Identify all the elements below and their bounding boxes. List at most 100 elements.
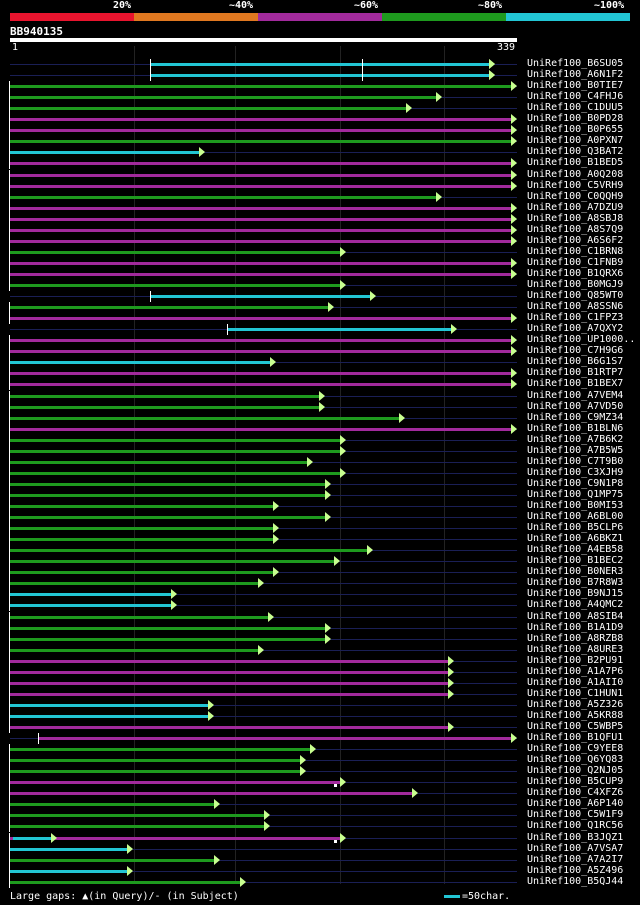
hit-row[interactable]: UniRef100_A7VEM4 bbox=[0, 389, 640, 402]
hit-label[interactable]: UniRef100_A7QXY2 bbox=[527, 323, 624, 335]
hit-segment[interactable] bbox=[10, 858, 214, 862]
hit-segment[interactable] bbox=[10, 781, 340, 785]
hit-row[interactable]: UniRef100_C1FNB9 bbox=[0, 256, 640, 269]
hit-label[interactable]: UniRef100_B5CLP6 bbox=[527, 522, 624, 534]
hit-segment[interactable] bbox=[10, 692, 448, 696]
hit-label[interactable]: UniRef100_A7VEM4 bbox=[527, 389, 624, 401]
hit-row[interactable]: UniRef100_A7A2I7 bbox=[0, 854, 640, 866]
hit-label[interactable]: UniRef100_A6BKZ1 bbox=[527, 533, 624, 545]
hit-row[interactable]: UniRef100_B1BED5 bbox=[0, 157, 640, 170]
hit-segment[interactable] bbox=[10, 261, 511, 265]
hit-row[interactable]: UniRef100_A0PXN7 bbox=[0, 135, 640, 148]
hit-segment[interactable] bbox=[10, 361, 270, 365]
hit-label[interactable]: UniRef100_A5KR88 bbox=[527, 709, 624, 721]
hit-row[interactable]: UniRef100_A7B5W5 bbox=[0, 445, 640, 457]
hit-row[interactable]: UniRef100_B0TIE7 bbox=[0, 80, 640, 93]
hit-row[interactable]: UniRef100_Q1RC56 bbox=[0, 820, 640, 833]
hit-label[interactable]: UniRef100_B0MGJ9 bbox=[527, 279, 624, 290]
hit-segment[interactable] bbox=[10, 383, 511, 387]
hit-row[interactable]: UniRef100_B6SU05 bbox=[0, 58, 640, 70]
hit-segment[interactable] bbox=[10, 527, 273, 531]
hit-label[interactable]: UniRef100_B5QJ44 bbox=[527, 875, 624, 887]
hit-row[interactable]: UniRef100_C5WBP5 bbox=[0, 721, 640, 733]
hit-row[interactable]: UniRef100_Q85WT0 bbox=[0, 290, 640, 303]
hit-segment[interactable] bbox=[10, 449, 340, 453]
hit-label[interactable]: UniRef100_C5W1F9 bbox=[527, 809, 624, 821]
hit-row[interactable]: UniRef100_A6P140 bbox=[0, 798, 640, 811]
hit-row[interactable]: UniRef100_B0MGJ9 bbox=[0, 279, 640, 291]
hit-row[interactable]: UniRef100_A8SSN6 bbox=[0, 301, 640, 314]
hit-label[interactable]: UniRef100_A6P140 bbox=[527, 798, 624, 810]
hit-segment[interactable] bbox=[10, 681, 448, 685]
hit-label[interactable]: UniRef100_B1BLN6 bbox=[527, 422, 624, 434]
hit-segment[interactable] bbox=[10, 759, 300, 763]
hit-row[interactable]: UniRef100_Q6YQ83 bbox=[0, 754, 640, 767]
hit-label[interactable]: UniRef100_C1DUU5 bbox=[527, 102, 624, 114]
hit-label[interactable]: UniRef100_A7VSA7 bbox=[527, 842, 624, 854]
hit-label[interactable]: UniRef100_A0Q208 bbox=[527, 168, 624, 180]
hit-segment[interactable] bbox=[10, 184, 511, 188]
hit-label[interactable]: UniRef100_C7H9G6 bbox=[527, 345, 624, 357]
hit-segment[interactable] bbox=[10, 372, 511, 376]
hit-segment[interactable] bbox=[10, 626, 325, 630]
hit-label[interactable]: UniRef100_A8SBJ8 bbox=[527, 212, 624, 224]
hit-segment[interactable] bbox=[38, 737, 511, 741]
hit-segment[interactable] bbox=[227, 328, 451, 332]
hit-segment[interactable] bbox=[10, 339, 511, 343]
hit-row[interactable]: UniRef100_A7VSA7 bbox=[0, 842, 640, 855]
hit-segment[interactable] bbox=[10, 118, 511, 122]
hit-label[interactable]: UniRef100_B1QFU1 bbox=[527, 732, 624, 744]
hit-segment-extra[interactable] bbox=[362, 74, 489, 78]
hit-label[interactable]: UniRef100_Q6YQ83 bbox=[527, 754, 624, 766]
hit-segment[interactable] bbox=[10, 306, 328, 310]
hit-label[interactable]: UniRef100_A7VD50 bbox=[527, 400, 624, 412]
hit-label[interactable]: UniRef100_C1FNB9 bbox=[527, 256, 624, 268]
hit-row[interactable]: UniRef100_Q1MP75 bbox=[0, 488, 640, 501]
hit-row[interactable]: UniRef100_C4XFZ6 bbox=[0, 787, 640, 800]
hit-row[interactable]: UniRef100_A6S6F2 bbox=[0, 235, 640, 247]
hit-row[interactable]: UniRef100_B1QRX6 bbox=[0, 268, 640, 280]
hit-segment[interactable] bbox=[10, 405, 319, 409]
hit-label[interactable]: UniRef100_C7T9B0 bbox=[527, 455, 624, 467]
hit-segment-extra[interactable] bbox=[13, 836, 51, 840]
hit-label[interactable]: UniRef100_C9YEE8 bbox=[527, 743, 624, 755]
hit-row[interactable]: UniRef100_C1DUU5 bbox=[0, 102, 640, 115]
hit-segment[interactable] bbox=[10, 317, 511, 321]
hit-row[interactable]: UniRef100_A4QMC2 bbox=[0, 599, 640, 612]
hit-row[interactable]: UniRef100_B9NJ15 bbox=[0, 588, 640, 601]
hit-segment[interactable] bbox=[10, 416, 399, 420]
hit-label[interactable]: UniRef100_A4QMC2 bbox=[527, 599, 624, 611]
hit-row[interactable]: UniRef100_C1FPZ3 bbox=[0, 312, 640, 325]
hit-row[interactable]: UniRef100_C3XJH9 bbox=[0, 467, 640, 479]
hit-segment[interactable] bbox=[10, 847, 127, 851]
hit-row[interactable]: UniRef100_B3JQZ1 bbox=[0, 832, 640, 844]
hit-row[interactable]: UniRef100_C0QQH9 bbox=[0, 191, 640, 203]
hit-row[interactable]: UniRef100_A1A7P6 bbox=[0, 665, 640, 678]
hit-segment-extra[interactable] bbox=[362, 63, 489, 66]
hit-row[interactable]: UniRef100_B7R8W3 bbox=[0, 577, 640, 590]
hit-label[interactable]: UniRef100_A1A7P6 bbox=[527, 665, 624, 677]
hit-segment[interactable] bbox=[10, 714, 208, 718]
hit-segment[interactable] bbox=[10, 162, 511, 166]
hit-segment[interactable] bbox=[10, 107, 406, 111]
hit-row[interactable]: UniRef100_B1BLN6 bbox=[0, 422, 640, 435]
hit-row[interactable]: UniRef100_A8URE3 bbox=[0, 644, 640, 656]
hit-row[interactable]: UniRef100_B1BEX7 bbox=[0, 378, 640, 391]
hit-label[interactable]: UniRef100_A5Z496 bbox=[527, 864, 624, 876]
hit-row[interactable]: UniRef100_B0MI53 bbox=[0, 500, 640, 512]
hit-label[interactable]: UniRef100_B7R8W3 bbox=[527, 577, 624, 589]
hit-row[interactable]: UniRef100_B1BEC2 bbox=[0, 555, 640, 568]
hit-row[interactable]: UniRef100_A6BKZ1 bbox=[0, 533, 640, 546]
hit-row[interactable]: UniRef100_A8RZB8 bbox=[0, 633, 640, 645]
hit-label[interactable]: UniRef100_B0TIE7 bbox=[527, 80, 624, 92]
hit-segment[interactable] bbox=[10, 471, 340, 475]
hit-segment[interactable] bbox=[10, 659, 448, 663]
hit-row[interactable]: UniRef100_C9MZ34 bbox=[0, 412, 640, 424]
hit-segment[interactable] bbox=[10, 814, 264, 818]
hit-label[interactable]: UniRef100_Q1MP75 bbox=[527, 488, 624, 500]
hit-row[interactable]: UniRef100_B5CUP9 bbox=[0, 776, 640, 789]
hit-segment[interactable] bbox=[10, 648, 258, 652]
hit-row[interactable]: UniRef100_A8SIB4 bbox=[0, 611, 640, 623]
hit-label[interactable]: UniRef100_A6BL00 bbox=[527, 511, 624, 523]
hit-segment[interactable] bbox=[10, 803, 214, 807]
